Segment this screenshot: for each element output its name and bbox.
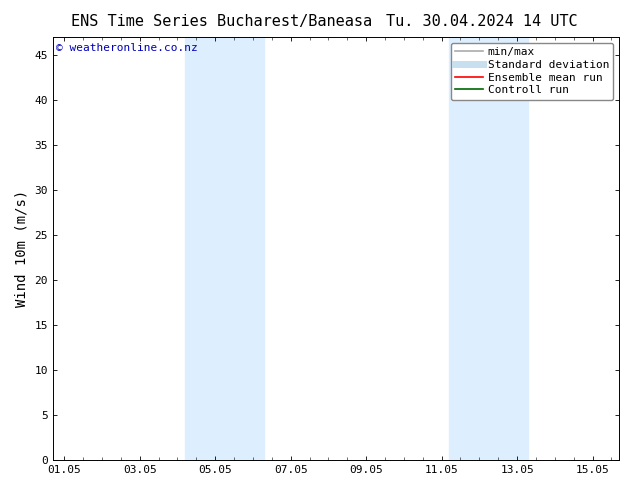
Text: © weatheronline.co.nz: © weatheronline.co.nz bbox=[56, 44, 198, 53]
Legend: min/max, Standard deviation, Ensemble mean run, Controll run: min/max, Standard deviation, Ensemble me… bbox=[451, 43, 614, 100]
Text: Tu. 30.04.2024 14 UTC: Tu. 30.04.2024 14 UTC bbox=[386, 14, 578, 29]
Bar bbox=[449, 37, 528, 460]
Bar bbox=[185, 37, 264, 460]
Y-axis label: Wind 10m (m/s): Wind 10m (m/s) bbox=[15, 190, 29, 307]
Text: ENS Time Series Bucharest/Baneasa: ENS Time Series Bucharest/Baneasa bbox=[72, 14, 372, 29]
